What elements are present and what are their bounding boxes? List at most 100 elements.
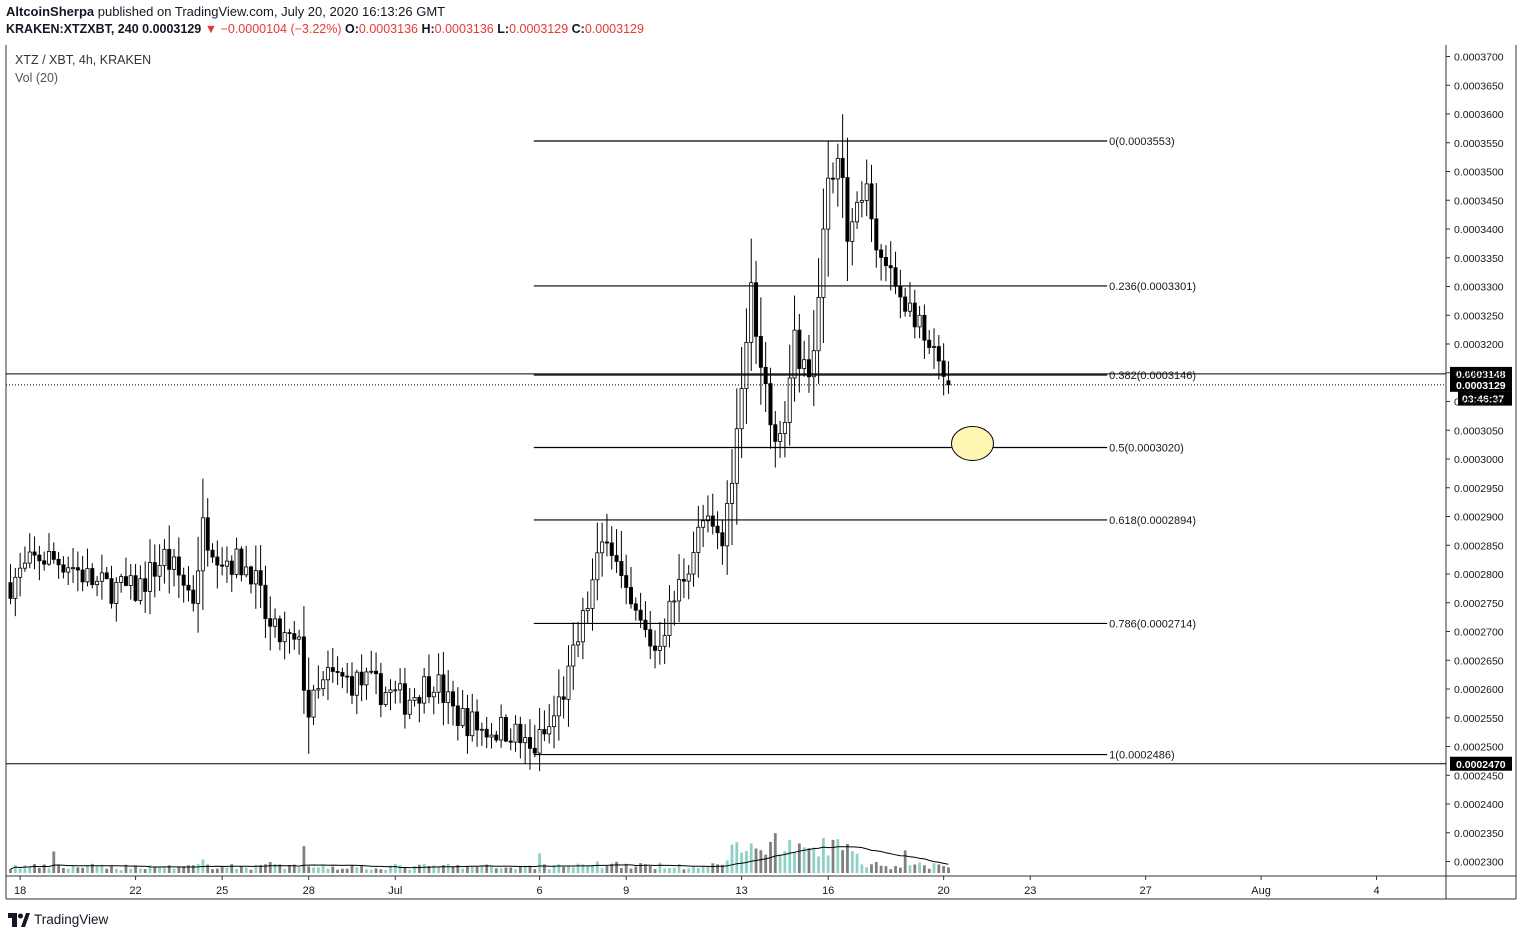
candle-body bbox=[350, 676, 355, 696]
time-tick-label: 25 bbox=[216, 885, 228, 897]
volume-bar bbox=[677, 863, 681, 873]
time-tick-label: 28 bbox=[303, 885, 315, 897]
volume-bar bbox=[807, 848, 811, 873]
candle-body bbox=[494, 734, 499, 741]
volume-bar bbox=[797, 843, 801, 873]
volume-bar bbox=[307, 866, 311, 873]
candle-body bbox=[773, 424, 778, 442]
fib-level-label: 0(0.0003553) bbox=[1109, 136, 1174, 148]
volume-bar bbox=[860, 864, 864, 873]
volume-bar bbox=[716, 864, 719, 873]
candle-body bbox=[85, 568, 90, 583]
candle-body bbox=[42, 560, 47, 565]
candle-body bbox=[734, 428, 739, 484]
volume-bar bbox=[562, 866, 566, 873]
volume-bar bbox=[913, 864, 917, 873]
volume-bar bbox=[605, 866, 609, 873]
volume-bar bbox=[398, 865, 402, 873]
time-tick-label: 22 bbox=[129, 885, 141, 897]
candle-body bbox=[8, 582, 13, 599]
price-tick-label: 0.0003300 bbox=[1454, 282, 1504, 294]
candle-body bbox=[224, 560, 229, 567]
footer-brand[interactable]: TradingView bbox=[8, 912, 108, 927]
candle-body bbox=[287, 632, 292, 634]
time-tick-label: 9 bbox=[623, 885, 629, 897]
candle-body bbox=[552, 715, 557, 728]
volume-bar bbox=[37, 867, 41, 873]
volume-bar bbox=[220, 866, 224, 873]
candle-body bbox=[273, 618, 278, 627]
volume-bar bbox=[610, 863, 614, 873]
candle-body bbox=[648, 629, 653, 647]
candle-body bbox=[484, 728, 489, 738]
author-name[interactable]: AltcoinSherpa bbox=[6, 4, 95, 19]
volume-bar bbox=[543, 864, 546, 873]
volume-bar bbox=[52, 851, 56, 873]
candle-body bbox=[489, 734, 494, 738]
volume-bar bbox=[533, 869, 537, 873]
volume-bar bbox=[855, 853, 859, 873]
last-price: 0.0003129 bbox=[142, 22, 202, 36]
price-tick-label: 0.0002850 bbox=[1454, 540, 1504, 552]
open-value: 0.0003136 bbox=[358, 22, 418, 36]
close-value: 0.0003129 bbox=[584, 22, 644, 36]
fib-level-label: 0.618(0.0002894) bbox=[1109, 515, 1196, 527]
candle-body bbox=[532, 747, 537, 754]
candle-body bbox=[398, 683, 403, 691]
volume-bar bbox=[413, 866, 416, 873]
candle-body bbox=[633, 603, 638, 611]
volume-bar bbox=[523, 865, 527, 873]
candle-body bbox=[797, 329, 802, 369]
volume-bar bbox=[759, 850, 763, 873]
candle-body bbox=[855, 201, 860, 223]
candle-body bbox=[239, 548, 244, 576]
volume-bar bbox=[47, 868, 51, 873]
candle-body bbox=[263, 584, 268, 620]
price-tag bbox=[1450, 756, 1512, 771]
volume-bar bbox=[451, 866, 455, 873]
candle-body bbox=[749, 282, 754, 343]
volume-bar bbox=[316, 867, 320, 873]
candle-body bbox=[840, 157, 845, 178]
candle-body bbox=[407, 699, 412, 715]
volume-bar bbox=[639, 863, 643, 873]
candle-body bbox=[253, 570, 258, 585]
candle-body bbox=[297, 636, 302, 640]
candle-body bbox=[205, 517, 210, 551]
volume-bar bbox=[932, 863, 936, 873]
candle-body bbox=[739, 388, 744, 430]
candle-body bbox=[335, 671, 340, 673]
volume-bar bbox=[427, 865, 431, 873]
candle-body bbox=[196, 570, 201, 604]
candle-body bbox=[681, 579, 686, 582]
candle-body bbox=[345, 675, 350, 678]
volume-bar bbox=[817, 856, 820, 873]
price-tick-label: 0.0002600 bbox=[1454, 684, 1504, 696]
candle-body bbox=[412, 697, 417, 701]
candle-body bbox=[883, 256, 888, 267]
volume-bar bbox=[701, 866, 705, 873]
candle-body bbox=[446, 691, 451, 703]
candle-body bbox=[778, 433, 783, 442]
volume-bar bbox=[340, 868, 344, 873]
volume-bar bbox=[879, 865, 883, 873]
candle-body bbox=[907, 302, 912, 312]
candle-body bbox=[311, 689, 316, 718]
volume-bar bbox=[490, 866, 493, 873]
price-tick-label: 0.0002450 bbox=[1454, 770, 1504, 782]
candle-body bbox=[104, 572, 109, 580]
volume-bar bbox=[730, 844, 734, 873]
volume-bar bbox=[422, 864, 426, 873]
candle-body bbox=[864, 183, 869, 201]
low-value: 0.0003129 bbox=[509, 22, 569, 36]
volume-bar bbox=[249, 869, 253, 873]
candle-body bbox=[922, 314, 927, 341]
candle-body bbox=[792, 329, 797, 379]
volume-bar bbox=[509, 867, 513, 873]
volume-bar bbox=[788, 840, 792, 873]
volume-bar bbox=[547, 869, 551, 873]
volume-bar bbox=[235, 868, 238, 873]
volume-bar bbox=[672, 867, 676, 873]
volume-bar bbox=[884, 866, 888, 873]
